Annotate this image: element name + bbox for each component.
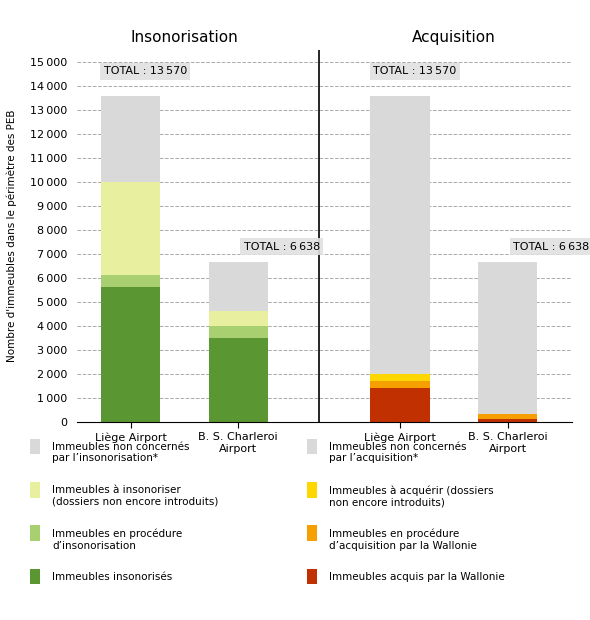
Text: Immeubles à acquérir (dossiers
non encore introduits): Immeubles à acquérir (dossiers non encor… <box>329 485 494 507</box>
Bar <box>478 419 537 422</box>
Text: Immeubles à insonoriser
(dossiers non encore introduits): Immeubles à insonoriser (dossiers non en… <box>52 485 218 507</box>
Text: Immeubles non concernés
par l’insonorisation*: Immeubles non concernés par l’insonorisa… <box>52 441 189 463</box>
Text: Immeubles insonorisés: Immeubles insonorisés <box>52 572 172 582</box>
Bar <box>101 96 160 182</box>
Text: Acquisition: Acquisition <box>412 30 496 45</box>
Text: Immeubles en procédure
d’acquisition par la Wallonie: Immeubles en procédure d’acquisition par… <box>329 528 477 551</box>
Text: TOTAL : 13 570: TOTAL : 13 570 <box>373 66 456 76</box>
Text: TOTAL : 6 638: TOTAL : 6 638 <box>513 242 589 252</box>
Bar <box>209 338 268 422</box>
Y-axis label: Nombre d'immeubles dans le périmètre des PEB: Nombre d'immeubles dans le périmètre des… <box>6 109 17 362</box>
Bar <box>371 381 430 388</box>
Text: Immeubles en procédure
d’insonorisation: Immeubles en procédure d’insonorisation <box>52 528 182 551</box>
Bar <box>101 287 160 422</box>
Bar <box>371 96 430 374</box>
Bar <box>101 182 160 275</box>
Text: TOTAL : 6 638: TOTAL : 6 638 <box>244 242 320 252</box>
Bar <box>371 388 430 422</box>
Text: Insonorisation: Insonorisation <box>130 30 238 45</box>
Bar <box>209 326 268 338</box>
Bar <box>209 311 268 326</box>
Text: Immeubles acquis par la Wallonie: Immeubles acquis par la Wallonie <box>329 572 505 582</box>
Bar <box>371 374 430 381</box>
Bar <box>101 275 160 287</box>
Bar <box>209 262 268 311</box>
Bar <box>478 414 537 419</box>
Text: Immeubles non concernés
par l’acquisition*: Immeubles non concernés par l’acquisitio… <box>329 441 467 463</box>
Text: TOTAL : 13 570: TOTAL : 13 570 <box>104 66 187 76</box>
Bar <box>478 262 537 414</box>
